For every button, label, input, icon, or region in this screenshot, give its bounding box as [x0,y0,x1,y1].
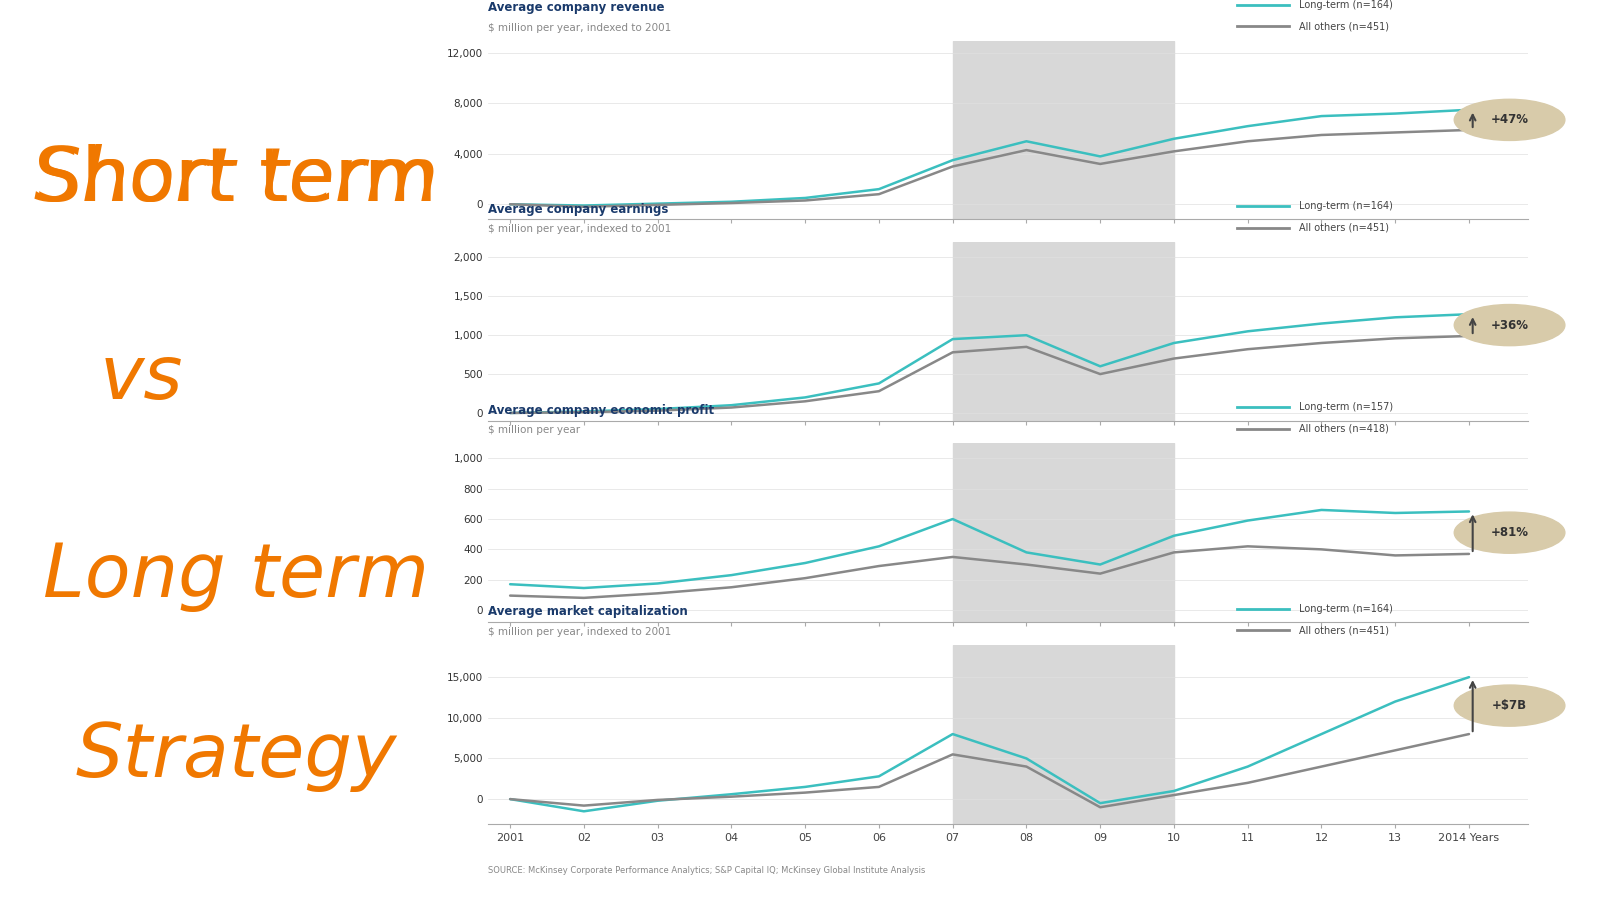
Text: $ million per year, indexed to 2001: $ million per year, indexed to 2001 [488,626,672,636]
Text: Average company economic profit: Average company economic profit [488,404,714,417]
Text: Short term: Short term [34,144,438,216]
Ellipse shape [1454,685,1565,726]
Text: +81%: +81% [1491,526,1528,539]
Text: $ million per year, indexed to 2001: $ million per year, indexed to 2001 [488,22,672,32]
Text: Long term: Long term [43,540,429,612]
Text: SOURCE: McKinsey Corporate Performance Analytics; S&P Capital IQ; McKinsey Globa: SOURCE: McKinsey Corporate Performance A… [488,866,925,875]
Text: All others (n=451): All others (n=451) [1299,626,1389,635]
Text: Strategy: Strategy [75,720,397,792]
Text: Long-term (n=164): Long-term (n=164) [1299,0,1394,10]
Text: $ million per year: $ million per year [488,426,581,436]
Ellipse shape [1454,512,1565,554]
Bar [952,443,1174,622]
Text: +47%: +47% [1491,113,1528,126]
Ellipse shape [1454,99,1565,140]
Text: All others (n=451): All others (n=451) [1299,22,1389,32]
Text: Average company earnings: Average company earnings [488,202,669,215]
Text: Long-term (n=164): Long-term (n=164) [1299,201,1394,212]
Text: Average company revenue: Average company revenue [488,1,664,14]
Text: $ million per year, indexed to 2001: $ million per year, indexed to 2001 [488,224,672,234]
Text: +36%: +36% [1491,319,1528,331]
Ellipse shape [1454,304,1565,346]
Bar [952,644,1174,824]
Text: Long-term (n=157): Long-term (n=157) [1299,402,1394,412]
Bar [952,242,1174,421]
Text: vs: vs [99,342,184,414]
Text: Average market capitalization: Average market capitalization [488,606,688,618]
Text: All others (n=418): All others (n=418) [1299,424,1389,434]
Bar [952,40,1174,220]
Text: +$7B: +$7B [1491,699,1526,712]
Text: Short term: Short term [35,143,437,217]
Text: Long-term (n=164): Long-term (n=164) [1299,604,1394,614]
Text: All others (n=451): All others (n=451) [1299,222,1389,232]
